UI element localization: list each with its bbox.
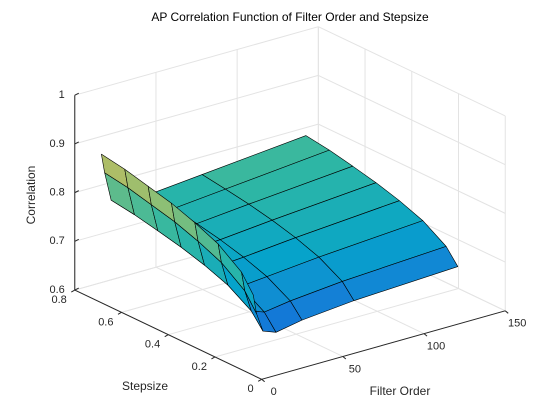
chart-title: AP Correlation Function of Filter Order … (151, 10, 429, 24)
z-tick (74, 190, 79, 194)
x-tick (261, 378, 265, 383)
y-tick-label: 0.6 (98, 316, 113, 328)
z-tick (74, 238, 79, 242)
z-axis-label: Correlation (24, 166, 38, 225)
y-tick (211, 356, 216, 360)
grid-line (318, 26, 506, 117)
z-tick (74, 141, 79, 145)
z-tick-label: 0.6 (49, 284, 64, 296)
x-tick-label: 50 (349, 363, 361, 375)
grid-line (74, 26, 319, 96)
z-tick-label: 0.7 (49, 235, 64, 247)
y-tick-label: 0 (248, 383, 254, 395)
x-tick (504, 310, 509, 314)
x-tick (423, 333, 428, 337)
y-tick (257, 378, 262, 382)
z-tick-label: 0.8 (49, 187, 64, 199)
y-tick-label: 0.2 (192, 361, 207, 373)
grid-line (318, 123, 506, 214)
x-axis (261, 310, 506, 380)
z-tick (74, 92, 79, 96)
y-tick (71, 289, 76, 293)
z-tick (74, 287, 79, 291)
y-tick (164, 334, 169, 338)
grid-line (318, 74, 506, 166)
surface-patch (241, 271, 257, 314)
x-axis-label: Filter Order (370, 384, 431, 398)
z-tick-label: 1 (59, 89, 65, 101)
y-tick-label: 0.4 (145, 339, 160, 351)
x-tick-label: 100 (427, 341, 445, 353)
z-tick-label: 0.9 (49, 138, 64, 150)
x-tick-label: 150 (508, 318, 526, 330)
y-tick (117, 311, 122, 315)
grid-line (214, 288, 459, 358)
grid-line (74, 74, 319, 145)
y-axis-label: Stepsize (122, 379, 168, 393)
x-tick (342, 356, 347, 360)
x-tick-label: 0 (271, 386, 277, 398)
y-tick-label: 0.8 (51, 294, 66, 306)
